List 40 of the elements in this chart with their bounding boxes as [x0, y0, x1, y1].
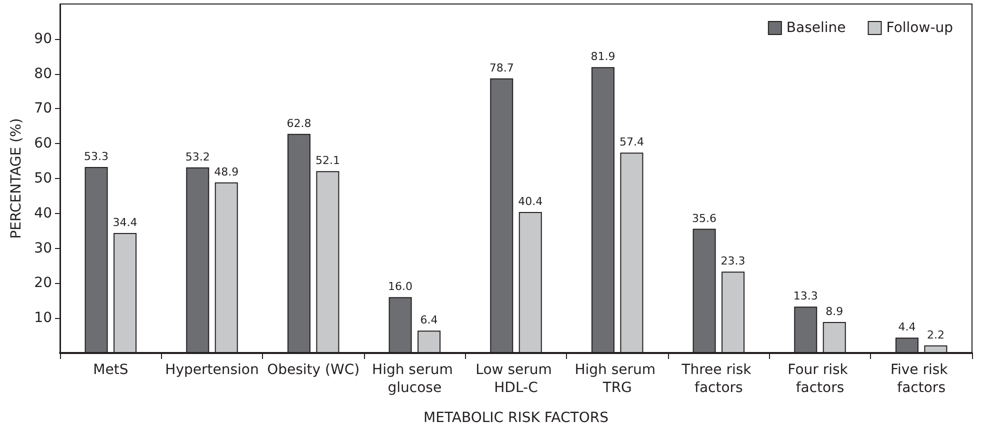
data-label: 23.3 — [720, 254, 746, 268]
data-label: 62.8 — [286, 116, 312, 130]
y-tick-label: 50 — [34, 170, 52, 186]
x-tick-label: Hypertension — [165, 362, 259, 378]
data-label: 53.3 — [84, 150, 109, 163]
data-label: 2.2 — [926, 328, 944, 342]
y-tick-label: 10 — [34, 310, 52, 326]
data-label: 34.4 — [112, 216, 138, 229]
data-label: 81.9 — [590, 50, 616, 64]
y-tick-label: 80 — [34, 66, 52, 82]
x-tick-label: Four risk factors — [788, 362, 852, 396]
data-label: 57.4 — [619, 136, 644, 149]
x-tick-label: High serum TRG — [574, 362, 660, 396]
data-label: 53.2 — [185, 150, 210, 164]
x-tick-label: Low serum HDL-C — [476, 362, 556, 396]
data-label: 52.1 — [315, 154, 340, 168]
y-tick-label: 40 — [34, 205, 52, 222]
x-tick-label: MetS — [93, 362, 128, 378]
y-tick-label: 30 — [34, 240, 52, 256]
legend-label: Baseline — [786, 20, 846, 36]
y-tick-label: 60 — [34, 136, 52, 152]
data-label: 8.9 — [826, 304, 844, 318]
x-tick-label: Five risk factors — [890, 362, 952, 396]
data-label: 6.4 — [420, 314, 438, 327]
data-label: 48.9 — [214, 165, 239, 178]
y-tick-label: 90 — [34, 30, 52, 47]
x-tick-label: Obesity (WC) — [267, 362, 360, 378]
data-label: 4.4 — [898, 320, 916, 334]
data-label: 35.6 — [692, 212, 717, 225]
y-tick-label: 20 — [34, 275, 52, 292]
y-tick-label: 70 — [34, 100, 52, 117]
data-label: 40.4 — [518, 195, 543, 208]
legend-label: Follow-up — [886, 20, 954, 36]
x-axis-title: METABOLIC RISK FACTORS — [424, 410, 609, 426]
x-tick-label: Three risk factors — [680, 362, 756, 396]
x-tick-label: High serum glucose — [372, 362, 458, 396]
y-axis-title: PERCENTAGE (%) — [8, 118, 24, 239]
data-label: 78.7 — [489, 61, 514, 74]
data-label: 16.0 — [388, 280, 413, 294]
data-label: 13.3 — [793, 290, 818, 303]
